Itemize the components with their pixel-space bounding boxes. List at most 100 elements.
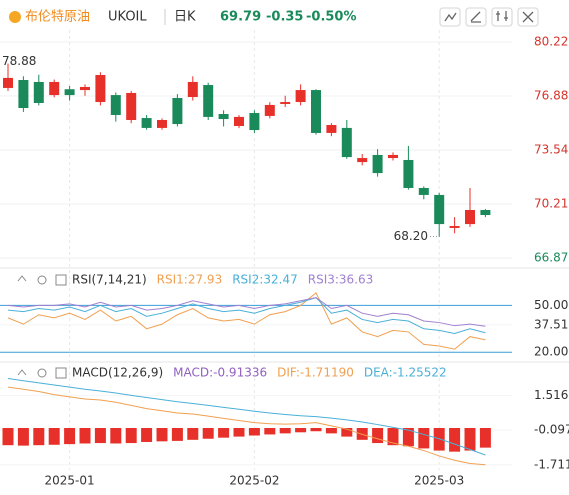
macd-bar — [202, 428, 214, 439]
macd-bar — [295, 428, 307, 433]
candle-body — [311, 90, 321, 133]
add-icon[interactable] — [55, 367, 67, 379]
indicator-line — [7, 297, 486, 327]
compare-button[interactable] — [491, 7, 513, 27]
candle-body — [418, 187, 429, 195]
candle-body — [218, 114, 229, 120]
macd-bar — [125, 428, 137, 444]
candle-body — [449, 226, 460, 228]
change-pct: -0.50% — [306, 10, 357, 25]
symbol: UKOIL — [108, 10, 147, 25]
low-annotation: 68.20 — [394, 229, 428, 243]
collapse-icon[interactable] — [17, 275, 27, 282]
legend-entry: MACD:-0.91336 — [173, 366, 267, 380]
collapse-icon[interactable] — [17, 369, 27, 376]
candle-body — [80, 86, 90, 91]
indicator-line — [7, 378, 486, 456]
macd-bar — [156, 428, 168, 442]
macd-bar — [264, 428, 276, 435]
macd-bar — [79, 428, 91, 444]
candle-body — [110, 95, 121, 115]
legend-entry: DEA:-1.25522 — [364, 366, 447, 380]
candle-body — [341, 127, 352, 158]
indicator-line — [7, 386, 486, 466]
candle-body — [187, 81, 198, 98]
macd-bar — [479, 428, 491, 448]
candle-body — [326, 125, 337, 133]
price: 69.79 — [220, 10, 261, 25]
candle-body — [18, 80, 29, 109]
macd-bar — [325, 428, 337, 434]
macd-bar — [64, 428, 76, 445]
macd-bar — [233, 428, 245, 437]
legend-entry: RSI3:36.63 — [308, 273, 374, 287]
draw-button[interactable] — [465, 7, 487, 27]
macd-bar — [248, 428, 260, 436]
candle-body — [64, 89, 75, 96]
indicator-line — [7, 297, 486, 334]
y-tick-label: 66.87 — [534, 251, 568, 265]
macd-bar — [110, 428, 122, 444]
macd-bar — [433, 428, 445, 451]
legend-entry: RSI2:32.47 — [232, 273, 298, 287]
candle-body — [172, 97, 183, 125]
macd-bar — [187, 428, 199, 440]
macd-bar — [171, 428, 183, 441]
macd-bar — [310, 428, 322, 432]
candle-body — [264, 104, 275, 116]
candle-body — [295, 90, 306, 103]
indicator-icon — [444, 12, 457, 22]
macd-bar — [418, 428, 430, 449]
macd-bar — [372, 428, 384, 444]
macd-bar — [48, 428, 60, 445]
x-tick-label: 2025-03 — [414, 474, 464, 488]
y-tick-label: -1.71190 — [534, 457, 569, 471]
legend-entry: RSI1:27.93 — [157, 273, 223, 287]
expand-icon — [522, 11, 534, 23]
change: -0.35 — [266, 10, 303, 25]
candle-body — [434, 194, 445, 225]
y-tick-label: 80.22 — [534, 34, 568, 48]
macd-bar — [402, 428, 414, 447]
candle-body — [357, 158, 368, 163]
macd-bar — [464, 428, 476, 451]
period[interactable]: 日K — [174, 10, 196, 25]
candle-body — [249, 113, 260, 131]
candle-body — [465, 209, 475, 225]
candle-body — [388, 154, 398, 159]
candle-body — [372, 154, 383, 174]
indicator-button[interactable] — [439, 7, 461, 27]
candle-body — [403, 159, 414, 188]
macd-bar — [279, 428, 291, 434]
macd-bar — [94, 428, 106, 444]
compare-icon — [496, 11, 508, 21]
settings-icon[interactable] — [37, 368, 47, 378]
candle-body — [126, 92, 137, 120]
candle-body — [234, 116, 244, 126]
y-tick-label: 1.51681 — [534, 388, 569, 402]
y-tick-label: 73.54 — [534, 143, 568, 157]
macd-bar — [387, 428, 399, 446]
x-tick-label: 2025-01 — [45, 474, 95, 488]
candle-body — [203, 85, 214, 117]
candle-body — [49, 81, 60, 96]
y-tick-label: 70.21 — [534, 197, 568, 211]
macd-bar — [356, 428, 368, 440]
y-tick-label: 76.88 — [534, 89, 568, 103]
y-tick-label: 50.00 — [534, 298, 568, 312]
candle-body — [3, 77, 13, 88]
expand-button[interactable] — [517, 7, 539, 27]
macd-bar — [449, 428, 461, 452]
settings-icon[interactable] — [37, 275, 47, 285]
indicator-line — [7, 292, 486, 350]
instrument-name: 布伦特原油 — [25, 10, 90, 25]
candle-body — [141, 118, 152, 128]
symbol-icon — [9, 11, 21, 23]
indicator-title: RSI(7,14,21) — [72, 273, 147, 287]
add-icon[interactable] — [55, 274, 67, 286]
macd-bar — [218, 428, 230, 438]
macd-bar — [33, 428, 45, 446]
candle-body — [95, 74, 106, 103]
